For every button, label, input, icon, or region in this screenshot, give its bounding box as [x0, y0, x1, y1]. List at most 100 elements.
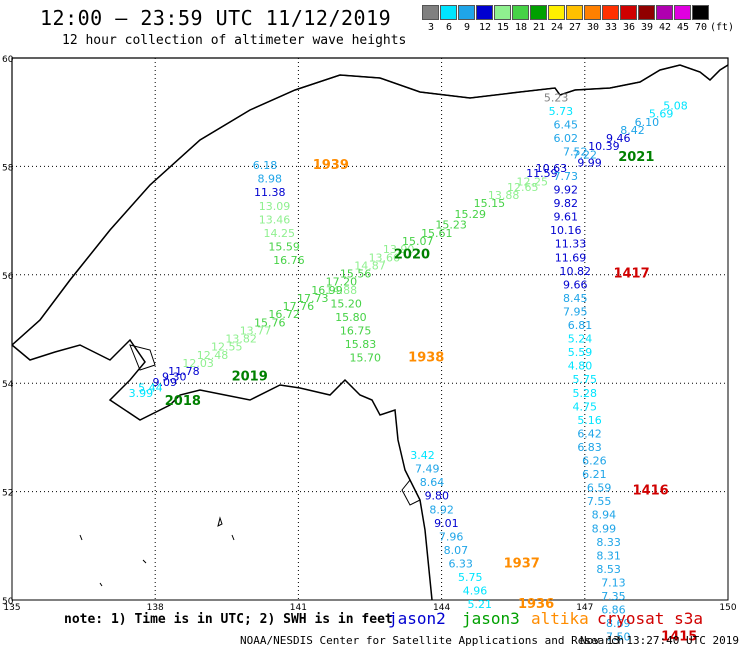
swh-value: 16.99 — [311, 284, 343, 297]
scale-swatch-0 — [422, 5, 439, 20]
swh-value: 15.61 — [421, 227, 453, 240]
swh-value: 15.59 — [268, 240, 300, 253]
swh-value: 13.09 — [259, 200, 291, 213]
legend-jason3: jason3 — [462, 609, 520, 628]
swh-value: 17.20 — [326, 276, 358, 289]
swh-value: 15.29 — [454, 208, 486, 221]
scale-label-5: 18 — [514, 22, 528, 33]
swh-value: 13.66 — [369, 251, 401, 264]
swh-value: 10.82 — [560, 265, 592, 278]
swh-value: 6.21 — [582, 468, 607, 481]
pass-time-label: 2021 — [618, 150, 654, 165]
swh-value: 6.42 — [577, 427, 602, 440]
swh-value: 6.45 — [553, 118, 578, 131]
map-title: 12:00 – 23:59 UTC 11/12/2019 — [40, 6, 392, 30]
swh-value: 11.59 — [526, 167, 558, 180]
swh-value: 13.82 — [225, 333, 257, 346]
lon-label: 147 — [576, 603, 593, 613]
scale-label-0: 3 — [427, 22, 435, 33]
scale-swatch-11 — [620, 5, 637, 20]
pass-time-label: 1939 — [313, 158, 349, 173]
swh-value: 10.39 — [588, 140, 620, 153]
swh-value: 5.16 — [577, 414, 602, 427]
lat-lon-grid — [11, 57, 729, 601]
swh-value: 16.72 — [268, 308, 300, 321]
swh-value: 14.87 — [354, 259, 386, 272]
scale-label-16: (ft) — [710, 22, 735, 33]
swh-value: 13.88 — [488, 189, 520, 202]
swh-value: 8.33 — [596, 536, 621, 549]
swh-value: 9.92 — [553, 184, 578, 197]
swh-value: 5.23 — [544, 91, 569, 104]
color-scale — [422, 5, 710, 20]
swh-value: 8.92 — [429, 503, 454, 516]
scale-label-8: 27 — [568, 22, 582, 33]
swh-value: 5.59 — [568, 346, 593, 359]
swh-value: 13.46 — [259, 213, 291, 226]
scale-swatch-14 — [674, 5, 691, 20]
swh-value: 17.76 — [283, 300, 315, 313]
swh-value: 12.65 — [507, 181, 539, 194]
scale-swatch-10 — [602, 5, 619, 20]
scale-swatch-3 — [476, 5, 493, 20]
scale-label-1: 6 — [445, 22, 453, 33]
pass-time-label: 1938 — [408, 351, 444, 366]
scale-swatch-15 — [692, 5, 709, 20]
swh-value: 8.99 — [592, 522, 617, 535]
pass-time-label: 1937 — [504, 556, 540, 571]
swh-value: 8.69 — [606, 617, 631, 630]
scale-label-14: 45 — [676, 22, 690, 33]
swh-value: 11.78 — [168, 365, 200, 378]
scale-label-6: 21 — [532, 22, 546, 33]
swh-value: 14.25 — [264, 227, 296, 240]
swh-value: 10.63 — [536, 162, 568, 175]
swh-value: 7.49 — [415, 463, 440, 476]
footer-credit: NOAA/NESDIS Center for Satellite Applica… — [240, 634, 625, 647]
lat-label: 60 — [2, 55, 14, 65]
swh-value: 6.10 — [635, 116, 660, 129]
swh-value: 9.80 — [425, 490, 450, 503]
swh-value: 9.01 — [434, 517, 459, 530]
swh-value: 12.03 — [182, 357, 214, 370]
swh-value: 5.24 — [568, 333, 593, 346]
scale-label-11: 36 — [622, 22, 636, 33]
swh-value: 8.98 — [258, 173, 283, 186]
scale-swatch-4 — [494, 5, 511, 20]
swh-value: 3.99 — [129, 387, 154, 400]
swh-value: 6.81 — [568, 319, 593, 332]
swh-value: 11.69 — [555, 251, 587, 264]
pass-time-label: 1936 — [518, 597, 554, 612]
swh-value: 14.88 — [326, 284, 358, 297]
scale-swatch-5 — [512, 5, 529, 20]
scale-swatch-9 — [584, 5, 601, 20]
swh-value: 9.82 — [553, 197, 578, 210]
swh-value: 7.50 — [606, 631, 631, 644]
swh-value: 15.70 — [349, 352, 381, 365]
swh-value: 12.25 — [517, 175, 549, 188]
swh-value: 11.33 — [555, 238, 587, 251]
swh-value: 5.75 — [573, 373, 598, 386]
swh-value: 7.96 — [439, 530, 464, 543]
scale-label-7: 24 — [550, 22, 564, 33]
swh-value: 7.13 — [601, 576, 626, 589]
swh-value: 15.23 — [435, 219, 467, 232]
pass-time-label: 1417 — [613, 267, 649, 282]
scale-label-3: 12 — [478, 22, 492, 33]
scale-swatch-1 — [440, 5, 457, 20]
scale-swatch-6 — [530, 5, 547, 20]
swh-value: 6.18 — [253, 159, 278, 172]
swh-value: 15.80 — [335, 311, 367, 324]
swh-value: 4.96 — [463, 585, 488, 598]
pass-time-label: 2018 — [165, 394, 201, 409]
swh-value: 12.55 — [211, 341, 243, 354]
swh-value: 6.86 — [601, 604, 626, 617]
swh-value: 9.66 — [563, 278, 588, 291]
swh-value: 7.73 — [553, 170, 578, 183]
swh-value: 15.15 — [474, 197, 506, 210]
lat-label: 56 — [2, 272, 14, 282]
swh-value: 8.45 — [563, 292, 588, 305]
lon-label: 138 — [147, 603, 164, 613]
swh-value: 9.46 — [606, 132, 631, 145]
swh-value: 5.73 — [549, 105, 574, 118]
